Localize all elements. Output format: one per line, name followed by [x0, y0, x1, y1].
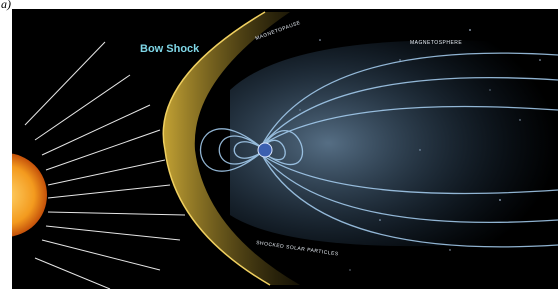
figure: a): [0, 0, 558, 289]
caption: a): [1, 0, 11, 11]
bow-shock-label: Bow Shock: [140, 43, 200, 55]
magnetosphere-label: MAGNETOSPHERE: [410, 40, 462, 46]
illustration: Bow Shock MAGNETOPAUSE MAGNETOSPHERE SHO…: [0, 9, 558, 289]
earth: [258, 143, 272, 157]
